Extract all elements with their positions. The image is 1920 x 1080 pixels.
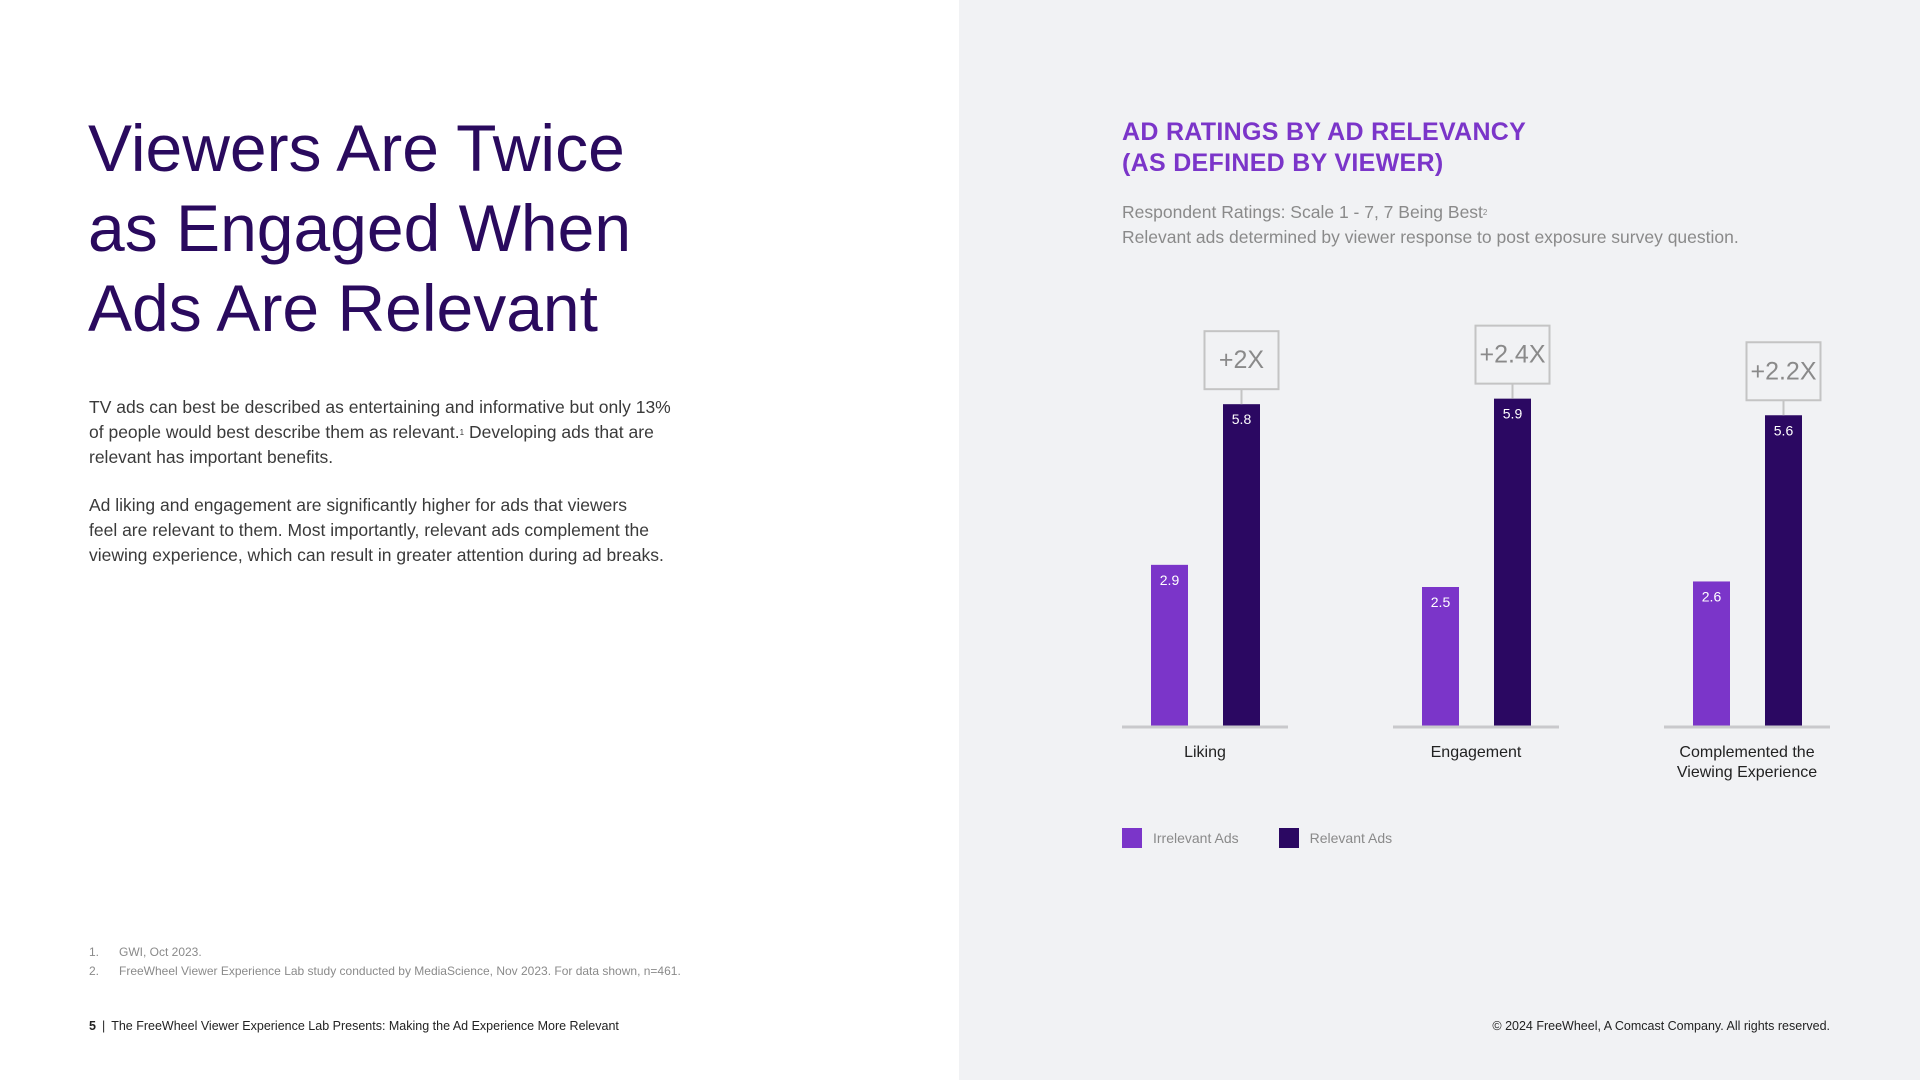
legend-item-relevant: Relevant Ads — [1278, 828, 1393, 848]
legend-swatch-irrelevant — [1122, 828, 1142, 848]
headline-line: Ads Are Relevant — [88, 271, 598, 345]
legend-label: Irrelevant Ads — [1153, 830, 1239, 846]
paragraph-line: relevant has important benefits. — [89, 447, 334, 467]
paragraph-line: TV ads can best be described as entertai… — [89, 397, 671, 417]
category-label: Engagement — [1431, 744, 1522, 761]
benefits-paragraph: Ad liking and engagement are significant… — [89, 493, 729, 568]
chart-legend: Irrelevant Ads Relevant Ads — [1122, 828, 1432, 848]
paragraph-line: feel are relevant to them. Most importan… — [89, 520, 649, 540]
footer-text: The FreeWheel Viewer Experience Lab Pres… — [111, 1019, 619, 1033]
bar — [1693, 581, 1730, 726]
footnote-text: FreeWheel Viewer Experience Lab study co… — [119, 964, 681, 978]
bar — [1422, 587, 1459, 726]
footnote-ref-1: 1 — [459, 428, 465, 437]
annotation-label: +2.4X — [1479, 341, 1545, 369]
subtitle-line: Relevant ads determined by viewer respon… — [1122, 227, 1739, 247]
headline-line: as Engaged When — [88, 191, 632, 265]
footnote-text: GWI, Oct 2023. — [119, 945, 202, 959]
chart-title-line: (AS DEFINED BY VIEWER) — [1122, 149, 1444, 177]
category-label: Complemented the — [1679, 744, 1814, 761]
annotation-label: +2.2X — [1750, 357, 1816, 385]
footer-separator: | — [101, 1019, 106, 1033]
copyright: © 2024 FreeWheel, A Comcast Company. All… — [1492, 1019, 1830, 1033]
footnote: 2. FreeWheel Viewer Experience Lab study … — [89, 962, 681, 981]
subtitle-line: Respondent Ratings: Scale 1 - 7, 7 Being… — [1122, 200, 1739, 225]
chart-subtitle: Respondent Ratings: Scale 1 - 7, 7 Being… — [1122, 200, 1739, 250]
annotation-box — [1203, 330, 1280, 391]
bar-value-label: 2.6 — [1702, 588, 1722, 604]
bar — [1223, 404, 1260, 726]
chart-title: AD RATINGS BY AD RELEVANCY (AS DEFINED B… — [1122, 117, 1526, 179]
category-label: Liking — [1184, 744, 1226, 761]
bar-value-label: 5.9 — [1503, 406, 1523, 422]
bar-value-label: 2.5 — [1431, 594, 1451, 610]
paragraph-line: Ad liking and engagement are significant… — [89, 495, 627, 515]
right-panel — [959, 0, 1920, 1080]
paragraph-line-text: of people would best describe them as re… — [89, 422, 460, 442]
bar-value-label: 5.6 — [1774, 422, 1794, 438]
category-label: Viewing Experience — [1677, 764, 1817, 781]
bar — [1151, 564, 1188, 726]
bar — [1765, 415, 1802, 726]
bar-value-label: 2.9 — [1160, 572, 1180, 588]
paragraph-line: of people would best describe them as re… — [89, 420, 729, 445]
annotation-label: +2X — [1219, 346, 1265, 374]
legend-swatch-relevant — [1278, 828, 1299, 848]
footnote-number: 2. — [89, 964, 100, 978]
paragraph-line-tail: Developing ads that are — [464, 422, 654, 442]
legend-label: Relevant Ads — [1309, 830, 1393, 846]
annotation-box — [1745, 341, 1822, 402]
bar — [1494, 398, 1531, 726]
footnote-number: 1. — [89, 945, 100, 959]
annotation-box — [1474, 324, 1551, 385]
footnote: 1. GWI, Oct 2023. — [89, 943, 681, 962]
paragraph-line: viewing experience, which can result in … — [89, 545, 664, 565]
page-number: 5 — [89, 1019, 96, 1033]
page-footer: 5 | The FreeWheel Viewer Experience Lab Pr… — [89, 1019, 619, 1033]
legend-item-irrelevant: Irrelevant Ads — [1122, 828, 1239, 848]
left-panel — [0, 0, 959, 1080]
chart-title-line: AD RATINGS BY AD RELEVANCY — [1122, 118, 1527, 146]
headline: Viewers Are Twice as Engaged When Ads Ar… — [88, 108, 728, 348]
subtitle-line-text: Respondent Ratings: Scale 1 - 7, 7 Being… — [1122, 202, 1483, 222]
bar-value-label: 5.8 — [1232, 411, 1252, 427]
headline-line: Viewers Are Twice — [88, 111, 625, 185]
footnote-ref-2: 2 — [1482, 208, 1488, 217]
intro-paragraph: TV ads can best be described as entertai… — [89, 395, 729, 470]
footnotes: 1. GWI, Oct 2023. 2. FreeWheel Viewer Expe… — [89, 943, 681, 981]
